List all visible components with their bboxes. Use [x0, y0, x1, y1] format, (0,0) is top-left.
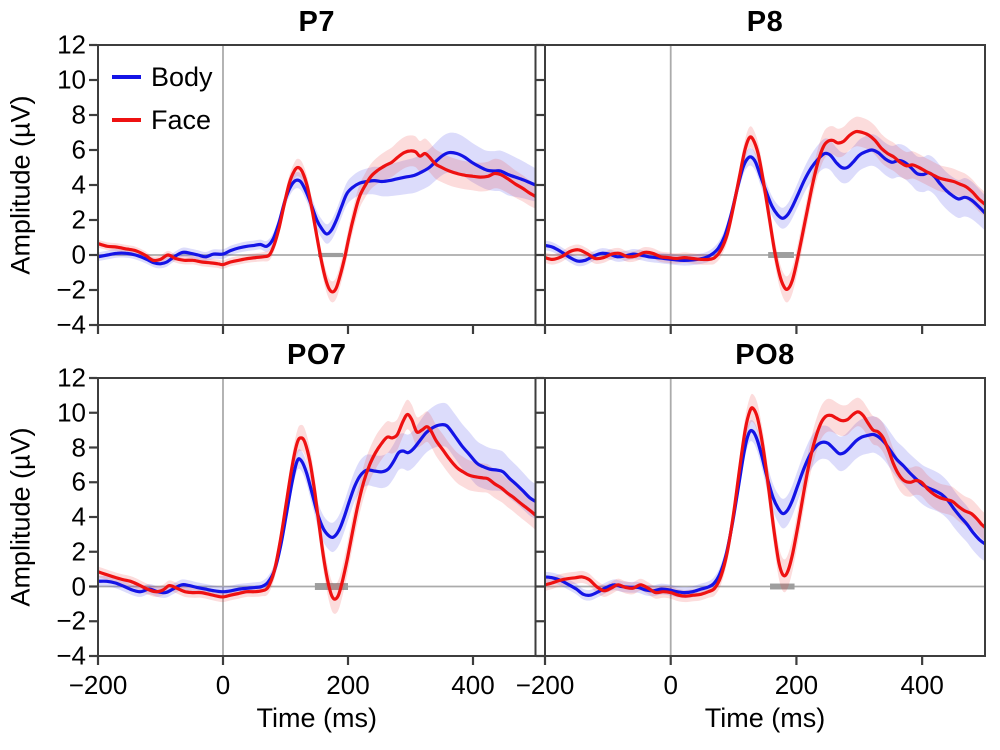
face-waveform: [545, 406, 985, 598]
y-tick-label: 0: [71, 571, 86, 601]
legend-item-body: Body: [112, 60, 213, 94]
y-tick-label: 12: [57, 29, 86, 60]
y-axis-label-top: Amplitude (µV): [5, 95, 36, 275]
y-axis-label-bottom: Amplitude (µV): [5, 427, 36, 607]
y-tick-label: −2: [56, 274, 86, 305]
y-tick-label: 6: [71, 134, 86, 165]
significance-bar: [768, 252, 794, 258]
x-tick-label: 0: [663, 670, 678, 700]
y-tick-label: 2: [71, 536, 86, 567]
body-confidence-band: [98, 132, 536, 269]
y-tick-label: 10: [57, 64, 86, 95]
panel-frame: [544, 44, 986, 326]
body-waveform: [98, 422, 536, 595]
y-tick-label: 10: [57, 397, 86, 428]
y-tick-label: 8: [71, 432, 86, 462]
panel-frame: [97, 377, 537, 657]
significance-bar: [770, 583, 795, 590]
panel-title-po8: PO8: [735, 339, 795, 371]
face-line-swatch: [112, 118, 141, 122]
x-tick-label: 400: [451, 670, 495, 700]
legend-label-body: Body: [151, 62, 213, 92]
panel-po8: [545, 378, 985, 656]
body-line-swatch: [112, 75, 141, 79]
x-tick-label: 400: [900, 670, 944, 700]
y-tick-label: 12: [57, 362, 86, 393]
significance-bar: [314, 583, 348, 590]
legend: Body Face: [112, 60, 213, 137]
y-tick-label: 6: [71, 466, 86, 497]
panel-title-po7: PO7: [286, 339, 347, 371]
panel-po7: [98, 378, 536, 656]
significance-bar: [318, 252, 343, 258]
body-waveform: [545, 148, 985, 263]
y-tick-label: 4: [71, 501, 86, 532]
body-waveform: [98, 150, 536, 266]
x-tick-label: 200: [774, 670, 819, 700]
face-confidence-band: [545, 116, 985, 303]
face-waveform: [98, 149, 536, 294]
x-axis-label-left: Time (ms): [256, 703, 377, 733]
panel-frame: [544, 377, 986, 657]
y-tick-label: 8: [71, 99, 86, 130]
panel-frame: [97, 44, 537, 326]
y-tick-label: −4: [56, 640, 86, 671]
body-confidence-band: [545, 416, 985, 601]
panel-p8: [545, 45, 985, 325]
x-axis-label-right: Time (ms): [704, 703, 826, 733]
y-tick-label: −4: [56, 309, 86, 340]
panel-p7: [98, 45, 536, 325]
x-tick-label: −200: [68, 670, 128, 700]
face-confidence-band: [98, 135, 536, 303]
face-waveform: [545, 129, 985, 292]
y-tick-label: −2: [56, 605, 86, 636]
x-tick-label: 0: [215, 670, 231, 700]
legend-item-face: Face: [112, 103, 213, 137]
y-tick-label: 0: [71, 239, 86, 270]
y-tick-label: 2: [71, 204, 86, 235]
y-tick-label: 4: [71, 169, 86, 200]
face-waveform: [98, 412, 536, 601]
panel-title-p8: P8: [746, 6, 784, 38]
x-tick-label: 200: [326, 670, 370, 700]
x-tick-label: −200: [515, 670, 575, 700]
panel-title-p7: P7: [298, 6, 335, 38]
legend-label-face: Face: [151, 105, 212, 135]
